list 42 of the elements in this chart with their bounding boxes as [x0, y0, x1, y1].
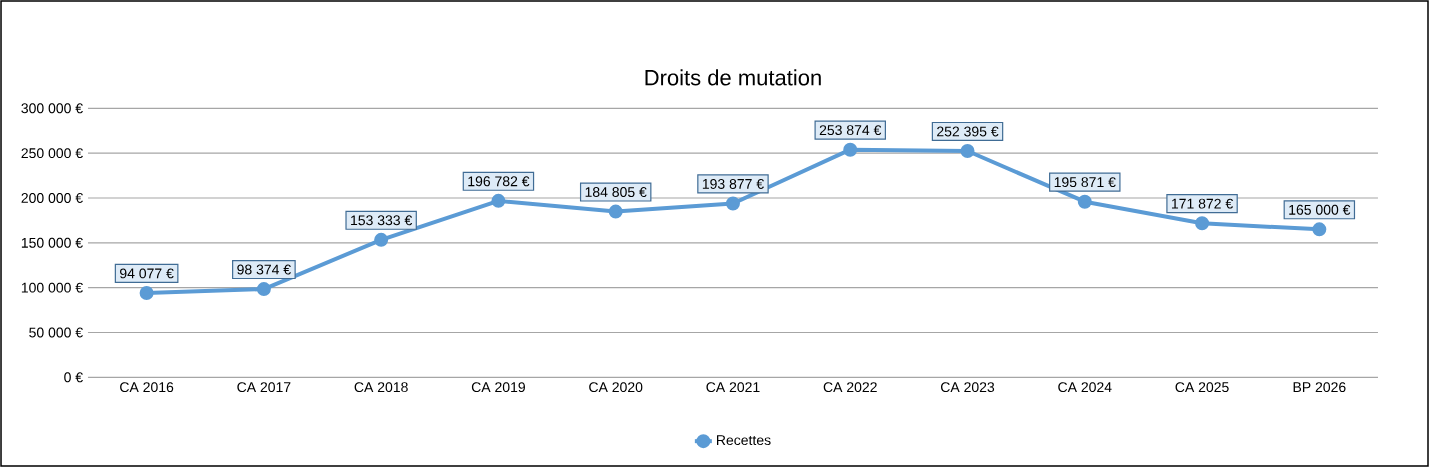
y-tick-label: 150 000 € [21, 237, 83, 248]
data-label: 153 333 € [351, 215, 413, 226]
data-label: 171 872 € [1171, 198, 1233, 209]
point [1312, 222, 1327, 237]
legend-label: Recettes [717, 435, 771, 446]
data-label: 98 374 € [237, 264, 291, 275]
point [256, 282, 271, 297]
point [608, 204, 623, 219]
y-tick-label: 100 000 € [21, 282, 83, 293]
x-tick-label: CA 2023 [941, 382, 995, 393]
y-tick-label: 50 000 € [29, 327, 83, 338]
x-tick-label: CA 2017 [237, 382, 291, 393]
point [1077, 194, 1092, 209]
y-tick-label: 300 000 € [21, 103, 83, 114]
x-tick-label: CA 2021 [706, 382, 760, 393]
data-label: 94 077 € [120, 268, 174, 279]
x-tick-label: CA 2018 [354, 382, 408, 393]
data-label: 193 877 € [702, 178, 764, 189]
x-tick-label: CA 2020 [589, 382, 643, 393]
point [843, 142, 858, 157]
point [491, 193, 506, 208]
chart-title: Droits de mutation [645, 69, 821, 86]
point [1195, 216, 1210, 231]
x-tick-label: CA 2016 [120, 382, 174, 393]
y-tick-label: 250 000 € [21, 148, 83, 159]
data-label: 252 395 € [937, 126, 999, 137]
x-tick-label: BP 2026 [1293, 382, 1346, 393]
point [960, 144, 975, 159]
x-tick-label: CA 2019 [471, 382, 525, 393]
x-tick-label: CA 2025 [1175, 382, 1229, 393]
point [725, 196, 740, 211]
data-label: 253 874 € [819, 125, 882, 136]
y-tick-label: 200 000 € [21, 193, 83, 203]
x-tick-label: CA 2022 [823, 382, 877, 393]
point [139, 285, 154, 300]
point [374, 232, 389, 247]
x-tick-label: CA 2024 [1058, 382, 1112, 393]
data-label: 196 782 € [468, 176, 530, 187]
data-label: 165 000 € [1289, 204, 1351, 215]
data-label: 195 871 € [1054, 177, 1116, 188]
y-tick-label: 0 € [64, 372, 83, 383]
data-label: 184 805 € [585, 187, 647, 198]
